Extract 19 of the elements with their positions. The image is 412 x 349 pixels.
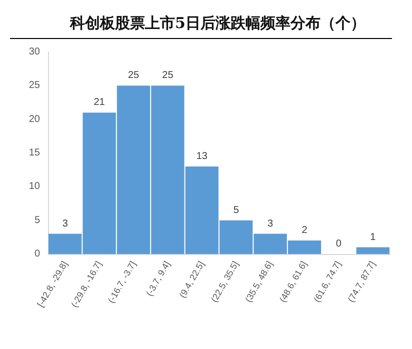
- chart-title: 科创板股票上市5日后涨跌幅频率分布（个）: [70, 14, 366, 33]
- y-tick-label: 20: [28, 114, 40, 125]
- data-label: 2: [302, 225, 308, 236]
- data-label: 21: [94, 97, 106, 108]
- data-label: 25: [128, 70, 140, 82]
- y-tick-label: 15: [28, 148, 40, 158]
- y-tick-label: 0: [34, 248, 40, 260]
- data-label: 25: [162, 70, 174, 82]
- bar: [356, 247, 390, 254]
- data-label: 1: [370, 232, 376, 243]
- y-tick-label: 5: [34, 214, 40, 226]
- data-label: 5: [233, 204, 240, 216]
- data-label: 13: [196, 150, 208, 162]
- data-label: 3: [268, 218, 274, 230]
- data-label: 0: [336, 238, 342, 250]
- data-label: 3: [62, 218, 68, 230]
- y-tick-label: 25: [28, 80, 40, 92]
- y-tick-label: 30: [28, 46, 40, 58]
- y-tick-label: 10: [28, 181, 40, 192]
